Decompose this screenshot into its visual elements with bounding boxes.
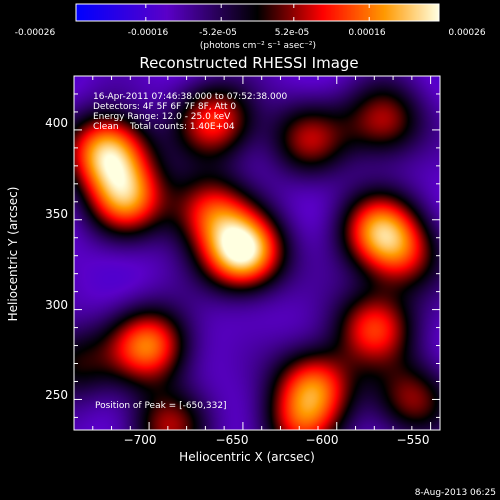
y-tick-label: 400: [45, 116, 68, 130]
colorbar-tick-label: -5.2e-05: [199, 28, 237, 38]
info-total-counts: Clean Total counts: 1.40E+04: [93, 122, 235, 132]
colorbar-tick-label: 0.00026: [448, 28, 485, 38]
info-detectors: Detectors: 4F 5F 6F 7F 8F, Att 0: [93, 102, 236, 112]
colorbar-unit-label: (photons cm⁻² s⁻¹ asec⁻²): [200, 41, 316, 51]
peak-position-label: Position of Peak = [-650,332]: [95, 401, 227, 411]
colorbar-frame: [75, 3, 440, 22]
colorbar-ticks: [75, 4, 440, 21]
colorbar-tick-label: 5.2e-05: [275, 28, 310, 38]
chart-title: Reconstructed RHESSI Image: [139, 54, 358, 72]
colorbar-tick-label: 0.00016: [348, 28, 385, 38]
plot-frame: [73, 75, 441, 431]
y-tick-label: 250: [45, 388, 68, 402]
colorbar-tick-label: -0.00026: [15, 28, 56, 38]
colorbar-tick-label: -0.00016: [128, 28, 169, 38]
y-axis-label: Heliocentric Y (arcsec): [6, 187, 20, 322]
x-tick-label: −550: [397, 433, 430, 447]
info-energy-range: Energy Range: 12.0 - 25.0 keV: [93, 112, 231, 122]
y-tick-label: 350: [45, 207, 68, 221]
x-tick-label: −600: [306, 433, 339, 447]
x-tick-label: −650: [216, 433, 249, 447]
y-tick-label: 300: [45, 298, 68, 312]
footer-date: 8-Aug-2013 06:25: [415, 488, 496, 498]
axis-ticks: [74, 75, 440, 430]
x-axis-label: Heliocentric X (arcsec): [179, 450, 315, 464]
x-tick-label: −700: [124, 433, 157, 447]
info-time-range: 16-Apr-2011 07:46:38.000 to 07:52:38.000: [93, 92, 287, 102]
